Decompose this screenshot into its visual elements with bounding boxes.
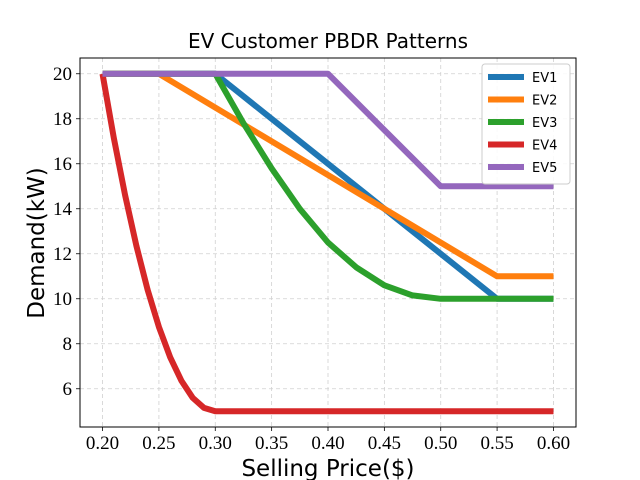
y-tick-label: 20 (53, 64, 72, 85)
y-axis-label: Demand(kW) (24, 167, 50, 319)
legend-label-ev3: EV3 (532, 116, 557, 131)
chart-title: EV Customer PBDR Patterns (188, 29, 468, 53)
y-tick-label: 14 (53, 199, 73, 220)
x-tick-label: 0.25 (142, 433, 175, 454)
x-tick-label: 0.40 (311, 433, 344, 454)
legend-label-ev2: EV2 (532, 94, 557, 109)
legend-label-ev4: EV4 (532, 139, 557, 154)
legend: EV1 EV2 EV3 EV4 EV5 (481, 63, 571, 185)
x-tick-label: 0.30 (199, 433, 232, 454)
legend-label-ev1: EV1 (532, 71, 557, 86)
series-layer (99, 70, 554, 415)
series-line-ev3 (102, 70, 554, 302)
x-tick-label: 0.60 (537, 433, 570, 454)
x-tick-label: 0.45 (368, 433, 401, 454)
y-tick-label: 18 (53, 109, 72, 130)
axis-ticks: 0.20 0.25 0.30 0.35 0.40 0.45 0.50 0.55 0.60 6 8 10… (53, 64, 570, 454)
y-tick-label: 10 (53, 289, 72, 310)
y-tick-label: 12 (53, 244, 72, 265)
y-tick-label: 16 (53, 154, 72, 175)
y-tick-label: 8 (63, 334, 73, 355)
legend-label-ev5: EV5 (532, 161, 557, 176)
y-tick-label: 6 (63, 379, 73, 400)
series-line-ev4 (99, 73, 554, 415)
x-tick-label: 0.50 (424, 433, 457, 454)
legend-frame (481, 63, 571, 185)
x-tick-label: 0.20 (86, 433, 119, 454)
x-tick-label: 0.35 (255, 433, 288, 454)
series-line-ev5 (102, 70, 554, 190)
x-axis-label: Selling Price($) (241, 456, 414, 480)
x-tick-label: 0.55 (480, 433, 513, 454)
